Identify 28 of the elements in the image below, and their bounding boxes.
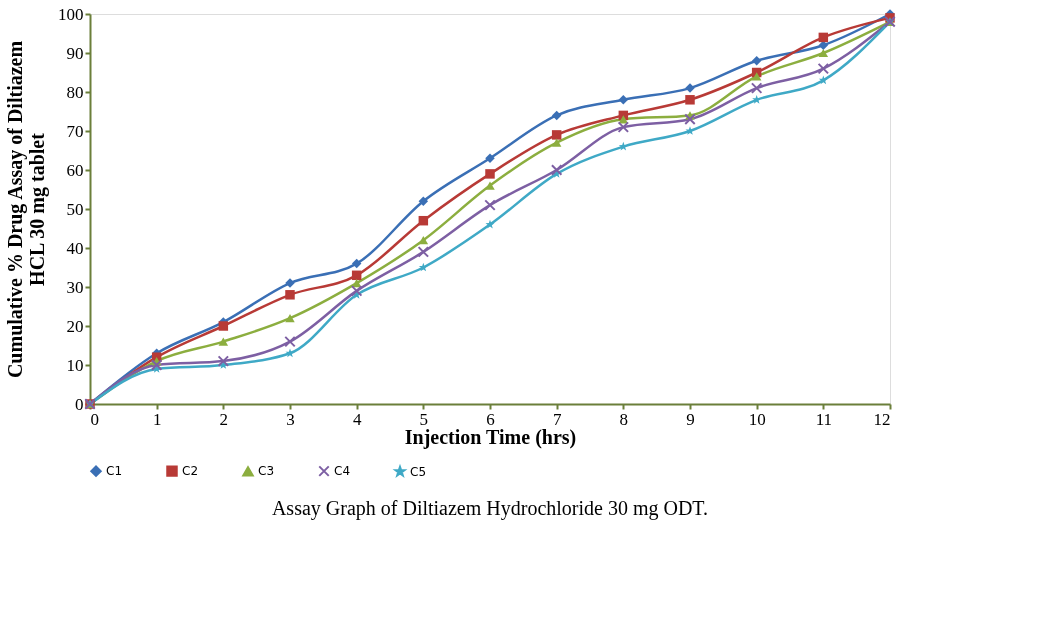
y-tick-label: 60 [66,160,84,180]
x-tick-label: 0 [90,409,99,429]
y-tick-label: 80 [66,82,84,102]
x-tick-label: 9 [686,409,695,429]
y-axis-title: Cumulative % Drug Assay of Diltiazem HCL 30 mg tablet [4,40,49,379]
legend-label: C4 [334,464,351,479]
y-tick-label: 90 [66,43,84,63]
x-tick-label: 4 [352,409,362,429]
text: Assay Graph of Diltiazem Hydrochloride 30 mg ODT. [271,497,709,520]
x-tick-label: 12 [873,409,891,429]
legend-label: C2 [182,464,199,479]
y-tick-label: 0 [75,394,84,414]
legend-label: C5 [410,464,427,479]
x-tick-label: 8 [619,409,629,429]
y-tick-label: 40 [66,238,84,258]
y-tick-label: 50 [66,199,84,219]
x-tick-label: 3 [286,409,295,429]
y-tick-label: 70 [66,121,84,141]
y-tick-label: 100 [58,4,84,24]
legend-label: C1 [106,464,123,479]
x-tick-label: 11 [815,409,833,429]
y-tick-label: 20 [66,316,84,336]
x-tick-label: 1 [152,409,162,429]
x-tick-label: 2 [219,409,229,429]
y-tick-label: 30 [66,277,84,297]
x-tick-label: 10 [748,409,766,429]
legend-label: C3 [258,464,275,479]
y-tick-label: 10 [66,355,84,375]
